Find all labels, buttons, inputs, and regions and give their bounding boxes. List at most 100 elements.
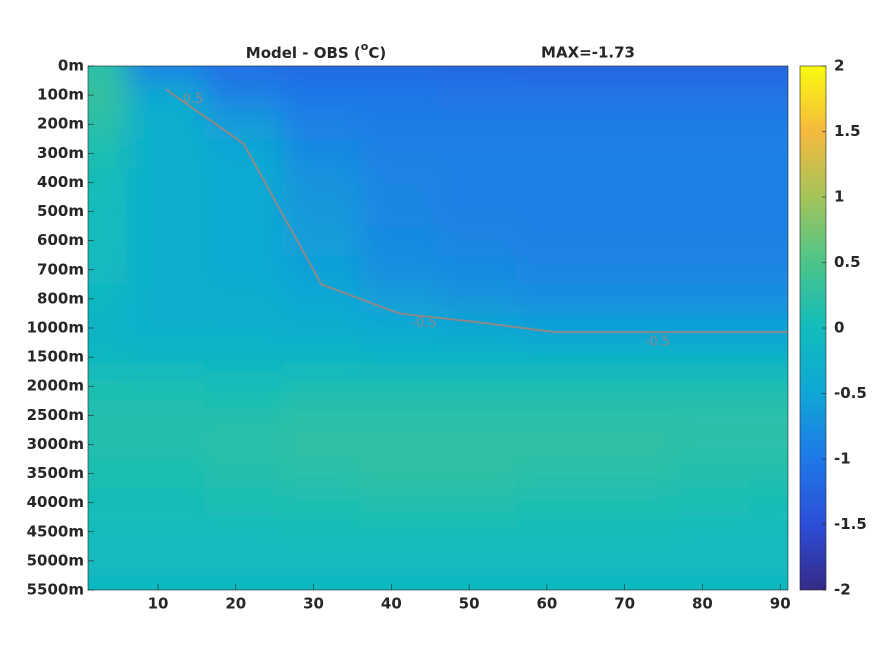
heat-cell bbox=[593, 255, 672, 285]
heat-cell bbox=[749, 400, 788, 431]
heat-cell bbox=[360, 400, 439, 431]
heat-cell bbox=[515, 429, 595, 460]
heat-cell bbox=[438, 371, 517, 402]
heat-cell bbox=[749, 109, 788, 140]
heat-cell bbox=[360, 167, 439, 198]
colorbar-tick-label: 0.5 bbox=[834, 253, 861, 271]
heat-cell bbox=[593, 80, 672, 111]
y-tick-label: 1500m bbox=[27, 348, 84, 366]
y-tick-label: 600m bbox=[37, 231, 84, 249]
heat-cell bbox=[88, 255, 128, 285]
heat-cell bbox=[282, 138, 361, 169]
heat-cell bbox=[749, 546, 788, 576]
heat-cell bbox=[204, 313, 283, 344]
heat-cell bbox=[593, 517, 672, 547]
heat-cell bbox=[749, 226, 788, 256]
heat-cell bbox=[282, 517, 361, 547]
heat-cell bbox=[438, 429, 517, 460]
heat-cell bbox=[671, 488, 750, 518]
heat-cell bbox=[282, 429, 361, 460]
heat-cell bbox=[671, 197, 750, 227]
heat-cell bbox=[515, 546, 595, 576]
heat-cell bbox=[515, 167, 595, 198]
heat-cell bbox=[360, 546, 439, 576]
title-superscript: o bbox=[361, 40, 369, 53]
heat-cell bbox=[593, 226, 672, 256]
heat-cell bbox=[126, 167, 206, 198]
heat-cell bbox=[88, 546, 128, 576]
overlay: -0.5 -0.5 -0.5 0m 100m 200m 300m 400m 500m 600m 70… bbox=[27, 57, 867, 613]
heat-cell bbox=[88, 197, 128, 227]
heat-cell bbox=[126, 459, 206, 489]
y-tick-label: 0m bbox=[58, 57, 84, 75]
heat-cell bbox=[126, 197, 206, 227]
colorbar-tick-label: 1.5 bbox=[834, 122, 861, 140]
heat-cell bbox=[204, 546, 283, 576]
heat-cell bbox=[126, 138, 206, 169]
y-tick-label: 4500m bbox=[27, 522, 84, 540]
heat-cell bbox=[126, 313, 206, 344]
heat-cell bbox=[282, 400, 361, 431]
heat-cell bbox=[515, 400, 595, 431]
y-tick-label: 800m bbox=[37, 289, 84, 307]
heat-cell bbox=[438, 284, 517, 314]
heat-cell bbox=[88, 342, 128, 373]
heat-cell bbox=[204, 197, 283, 227]
y-tick-label: 100m bbox=[37, 86, 84, 104]
heat-cell bbox=[204, 517, 283, 547]
heat-cell bbox=[593, 342, 672, 373]
heat-cell bbox=[515, 80, 595, 111]
x-tick-label: 40 bbox=[381, 595, 402, 613]
heat-cell bbox=[749, 429, 788, 460]
heat-cell bbox=[749, 459, 788, 489]
heat-cell bbox=[126, 80, 206, 111]
heat-cell bbox=[438, 313, 517, 344]
colorbar-tick-label: 1 bbox=[834, 188, 844, 206]
heat-cell bbox=[438, 459, 517, 489]
heat-cell bbox=[282, 459, 361, 489]
heat-cell bbox=[438, 80, 517, 111]
heat-cell bbox=[438, 255, 517, 285]
heat-cell bbox=[593, 400, 672, 431]
y-tick-label: 200m bbox=[37, 115, 84, 133]
y-tick-label: 3000m bbox=[27, 435, 84, 453]
y-tick-label: 1000m bbox=[27, 319, 84, 337]
chart-title: Model - OBS (oC) bbox=[246, 40, 386, 62]
heat-cell bbox=[88, 400, 128, 431]
heat-cell bbox=[282, 80, 361, 111]
heat-cell bbox=[126, 546, 206, 576]
heat-cell bbox=[593, 546, 672, 576]
heat-cell bbox=[204, 284, 283, 314]
heat-cell bbox=[671, 429, 750, 460]
heat-cell bbox=[282, 371, 361, 402]
contour-label: -0.5 bbox=[411, 316, 436, 331]
heat-cell bbox=[671, 284, 750, 314]
heat-cell bbox=[515, 109, 595, 140]
heat-cell bbox=[126, 66, 206, 82]
heat-cell bbox=[88, 517, 128, 547]
heat-cell bbox=[671, 546, 750, 576]
heat-cell bbox=[204, 255, 283, 285]
heat-cell bbox=[749, 575, 788, 590]
heat-cell bbox=[204, 488, 283, 518]
heat-cell bbox=[438, 138, 517, 169]
cells bbox=[88, 66, 788, 590]
heat-cell bbox=[671, 400, 750, 431]
heat-cell bbox=[88, 226, 128, 256]
heat-cell bbox=[671, 138, 750, 169]
heat-cell bbox=[126, 109, 206, 140]
y-tick-label: 500m bbox=[37, 202, 84, 220]
heat-cell bbox=[88, 109, 128, 140]
heat-cell bbox=[360, 80, 439, 111]
heat-cell bbox=[360, 429, 439, 460]
heat-cell bbox=[282, 109, 361, 140]
heat-cell bbox=[593, 575, 672, 590]
heat-cell bbox=[593, 197, 672, 227]
heat-cell bbox=[282, 284, 361, 314]
heat-cell bbox=[282, 342, 361, 373]
heat-cell bbox=[593, 138, 672, 169]
heat-cell bbox=[204, 226, 283, 256]
heat-cell bbox=[749, 167, 788, 198]
heat-cell bbox=[126, 400, 206, 431]
